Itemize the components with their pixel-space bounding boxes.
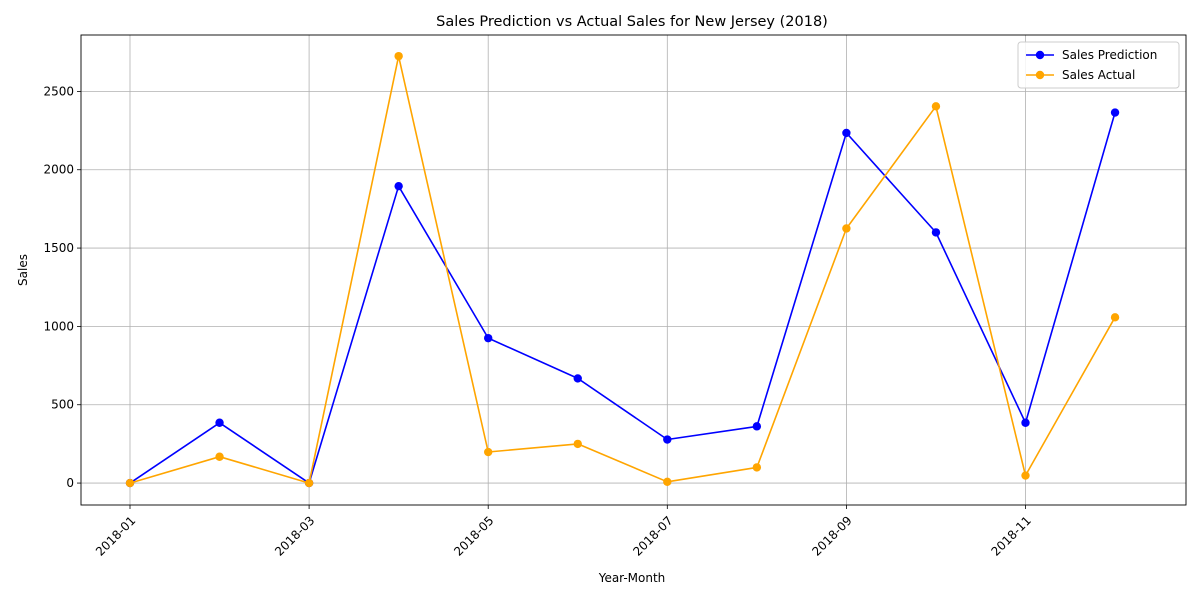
data-point [663, 435, 672, 444]
data-point [1110, 108, 1120, 117]
legend-label: Sales Actual [1062, 68, 1135, 82]
chart-title: Sales Prediction vs Actual Sales for New… [436, 14, 828, 30]
legend-swatch-marker [1035, 70, 1045, 80]
y-axis-ticks: 0 500 1000 1500 2000 2500 [43, 84, 81, 490]
data-point [931, 102, 941, 111]
data-point [484, 447, 493, 457]
data-point [1110, 313, 1120, 322]
legend-box [1017, 41, 1180, 89]
data-point [752, 422, 762, 431]
x-axis-label: Year-Month [598, 571, 666, 585]
data-point [931, 228, 941, 237]
y-tick-label: 1500 [43, 241, 74, 255]
y-tick-label: 0 [66, 476, 74, 490]
data-point [484, 333, 493, 343]
series-line [129, 112, 1116, 484]
data-point [394, 51, 403, 61]
y-tick-label: 2500 [43, 84, 74, 98]
y-tick-label: 2000 [43, 163, 74, 177]
y-axis-label: Sales [16, 254, 30, 286]
data-point [842, 128, 851, 138]
data-point [573, 374, 582, 383]
series-layer [125, 51, 1120, 488]
series-sales-actual [125, 51, 1120, 488]
legend-swatch-marker [1035, 50, 1045, 60]
data-point [842, 224, 851, 233]
data-point [215, 452, 224, 461]
data-point [215, 418, 224, 427]
plot-frame [80, 34, 1187, 506]
data-point [1021, 418, 1030, 427]
data-point [752, 463, 762, 472]
legend: Sales Prediction Sales Actual [1017, 41, 1180, 89]
data-point [573, 439, 582, 449]
data-point [663, 477, 672, 487]
grid-lines [81, 35, 1186, 505]
y-tick-label: 1000 [43, 319, 74, 333]
data-point [125, 478, 135, 488]
series-line [129, 55, 1116, 484]
data-point [394, 181, 403, 191]
legend-label: Sales Prediction [1062, 48, 1157, 62]
data-point [1021, 471, 1030, 480]
y-tick-label: 500 [51, 398, 74, 412]
data-point [304, 478, 314, 488]
